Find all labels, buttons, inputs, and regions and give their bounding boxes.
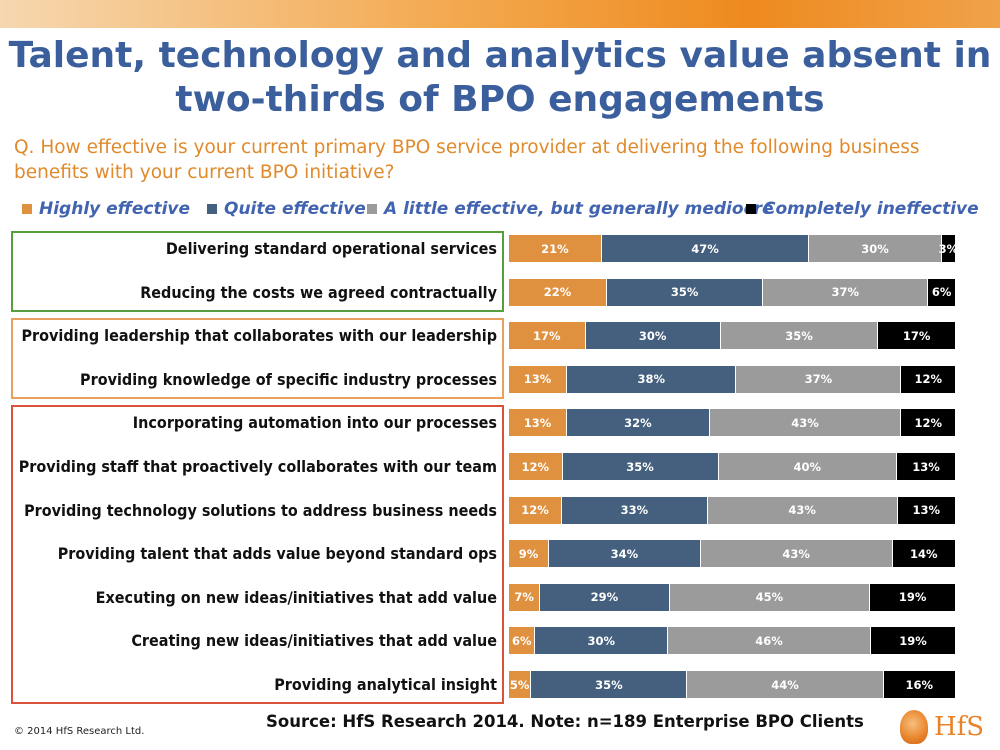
slide-title: Talent, technology and analytics value a… [0,34,1000,122]
bar-segment: 9% [509,540,550,568]
bar-segment: 30% [535,627,668,655]
category-label: Providing talent that adds value beyond … [57,544,497,564]
title-line-1: Talent, technology and analytics value a… [8,35,992,76]
bar-segment: 12% [509,496,562,524]
bar-segment: 5% [509,671,532,698]
bar-segment: 30% [809,235,942,262]
category-label: Providing staff that proactively collabo… [18,457,497,476]
bar-segment: 17% [878,322,955,350]
header-gradient-bar [0,0,1000,28]
bar-segment: 40% [718,453,897,480]
legend-item: Quite effective [207,199,366,219]
bar-segment: 29% [540,583,670,611]
bar-segment: 14% [892,540,955,568]
logo-head-icon [900,710,928,744]
stacked-bar-row: 12% 35% 40% 13% [509,453,955,480]
title-line-2: two-thirds of BPO engagements [175,79,825,120]
legend-swatch [207,204,217,214]
bar-segment: 45% [669,583,871,611]
bar-segment: 35% [607,278,764,306]
bar-segment: 43% [707,496,898,524]
bar-segment: 35% [720,322,879,350]
bar-segment: 22% [509,278,608,306]
category-label: Delivering standard operational services [165,239,497,258]
bar-segment: 44% [687,671,884,698]
bar-segment: 30% [585,322,721,350]
source-note: Source: HfS Research 2014. Note: n=189 E… [266,712,864,731]
stacked-bar-row: 12% 33% 43% 13% [509,496,955,524]
group-box [11,405,504,704]
legend-swatch [22,204,32,214]
bar-segment: 13% [897,453,955,480]
survey-question: Q. How effective is your current primary… [14,137,920,183]
bar-segment: 17% [509,322,586,350]
category-label: Providing leadership that collaborates w… [21,326,498,346]
stacked-bar-row: 17% 30% 35% 17% [509,322,955,350]
category-label: Creating new ideas/initiatives that add … [131,631,497,651]
bar-segment: 33% [561,496,708,524]
stacked-bar-row: 21% 47% 30% 3% [509,235,958,262]
category-label: Providing analytical insight [274,675,497,694]
chart-legend: Highly effective Quite effective A little … [22,199,997,223]
legend-item: Completely ineffective [746,199,979,219]
legend-swatch [367,204,377,214]
legend-item: Highly effective [22,199,190,219]
stacked-bar-row: 7% 29% 45% 19% [509,583,955,611]
stacked-bar-row: 9% 34% 43% 14% [509,540,955,568]
bar-segment: 34% [549,540,701,568]
bar-segment: 12% [509,453,563,480]
stacked-bar-row: 13% 38% 37% 12% [509,365,955,393]
legend-label: A little effective, but generally medioc… [384,199,774,219]
bar-segment: 13% [509,365,567,393]
copyright-notice: © 2014 HfS Research Ltd. [14,726,145,737]
bar-segment: 46% [667,627,872,655]
bar-segment: 43% [700,540,893,568]
stacked-bar-row: 13% 32% 43% 12% [509,409,955,437]
bar-segment: 35% [562,453,719,480]
bar-segment: 19% [871,627,955,655]
category-label: Reducing the costs we agreed contractual… [140,282,497,302]
bar-segment: 38% [566,365,737,393]
logo-text: HfS [934,712,985,742]
category-label: Providing knowledge of specific industry… [80,369,497,389]
bar-segment: 12% [901,409,955,437]
hfs-logo: HfS [900,708,992,746]
legend-label: Completely ineffective [763,199,979,219]
category-label: Providing technology solutions to addres… [24,500,497,520]
bar-segment: 37% [763,278,929,306]
bar-segment: 19% [870,583,955,611]
stacked-bar-row: 5% 35% 44% 16% [509,671,955,698]
group-box [11,231,504,312]
category-label: Executing on new ideas/initiatives that … [95,587,497,607]
bar-segment: 16% [883,671,955,698]
bar-segment: 7% [509,583,541,611]
stacked-bar-row: 22% 35% 37% 6% [509,278,955,306]
group-box [11,318,504,399]
legend-label: Highly effective [39,199,191,219]
bar-segment: 32% [566,409,710,437]
legend-label: Quite effective [224,199,366,219]
bar-segment: 47% [601,235,810,262]
bar-segment: 13% [897,496,955,524]
bar-segment: 6% [509,627,536,655]
bar-segment: 3% [939,235,958,262]
bar-segment: 35% [531,671,688,698]
bar-segment: 13% [509,409,567,437]
bar-segment: 21% [509,235,602,262]
bar-segment: 6% [928,278,955,306]
stacked-bar-row: 6% 30% 46% 19% [509,627,955,655]
bar-segment: 43% [709,409,902,437]
bar-segment: 12% [901,365,955,393]
bar-segment: 37% [736,365,902,393]
legend-item: A little effective, but generally medioc… [367,199,774,219]
category-label: Incorporating automation into our proces… [132,413,497,433]
legend-swatch [746,204,756,214]
